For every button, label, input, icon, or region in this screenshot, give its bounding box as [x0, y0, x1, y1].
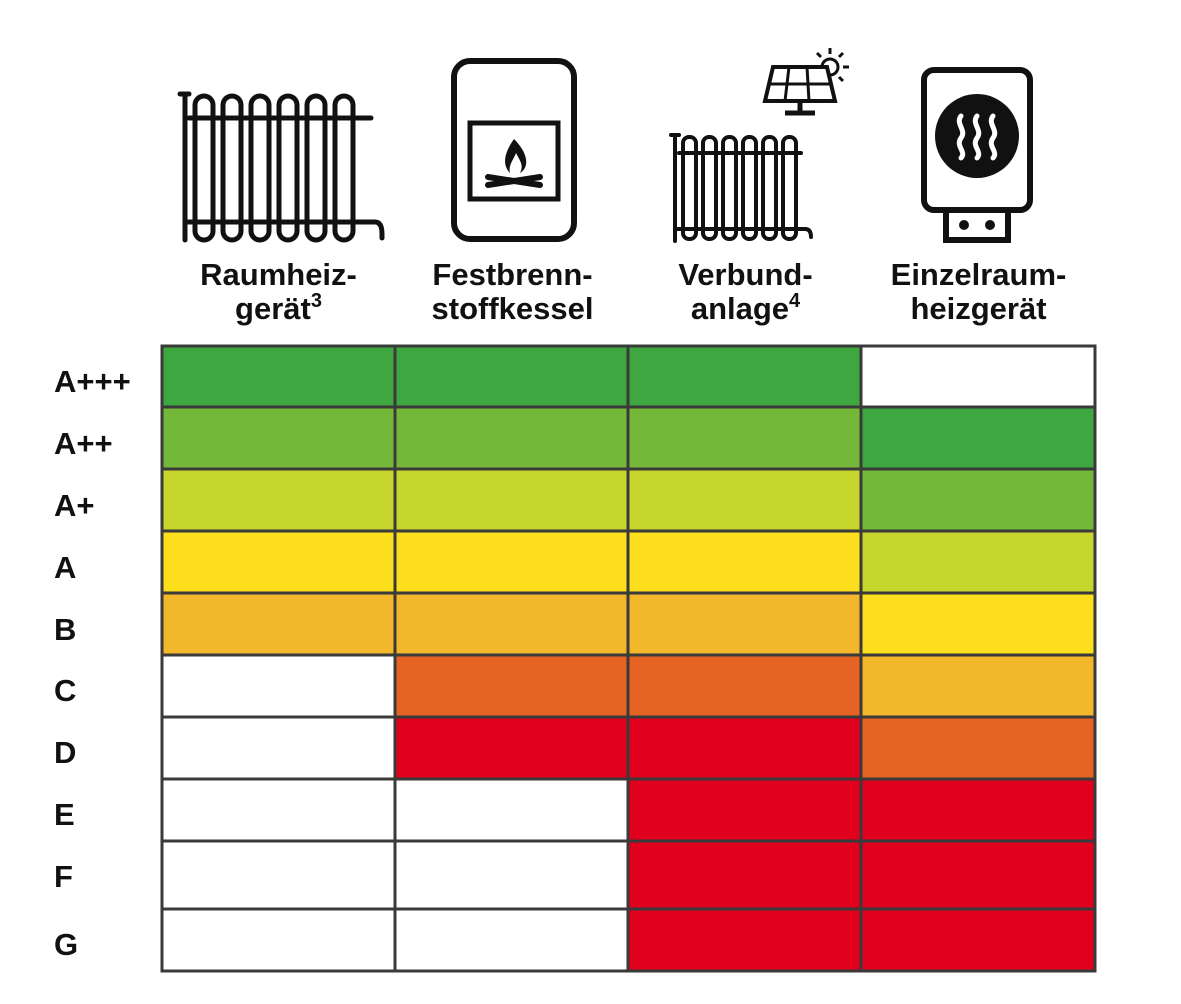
row-label-a-plus-3: A+++: [54, 364, 131, 399]
grid-cell-F-col1: [160, 839, 397, 911]
row-label-e: E: [54, 797, 75, 832]
column-header-line2: heizgerät: [910, 291, 1047, 326]
column-header-line1: Raumheiz-: [200, 257, 357, 292]
grid-cell-D-col4: [859, 715, 1097, 781]
grid-cell-C-col1: [160, 653, 397, 719]
column-header-line2: stoffkessel: [431, 291, 594, 326]
grid-cell-A+++-col3: [626, 344, 863, 409]
row-label-b: B: [54, 612, 77, 647]
grid-cell-B-col2: [393, 591, 630, 657]
grid-cell-A-col4: [859, 529, 1097, 595]
row-label-a-plus-2: A++: [54, 426, 113, 461]
grid-cell-A++-col3: [626, 405, 863, 471]
grid-cell-D-col3: [626, 715, 863, 781]
grid-cell-B-col1: [160, 591, 397, 657]
grid-cell-A+++-col4: [859, 344, 1097, 409]
row-label-c: C: [54, 673, 77, 708]
grid-cell-E-col1: [160, 777, 397, 843]
grid-cell-E-col2: [393, 777, 630, 843]
grid-cell-A+-col4: [859, 467, 1097, 533]
grid-cell-A+-col2: [393, 467, 630, 533]
row-label-a-plus: A+: [54, 488, 95, 523]
row-label-f: F: [54, 859, 73, 894]
column-header-verbundanlage: Verbund- anlage4: [629, 258, 862, 326]
column-header-line1: Verbund-: [678, 257, 813, 292]
footnote-marker: 4: [789, 290, 801, 312]
grid-cell-A++-col1: [160, 405, 397, 471]
grid-cell-E-col4: [859, 777, 1097, 843]
grid-cell-A+-col1: [160, 467, 397, 533]
grid-cell-A-col3: [626, 529, 863, 595]
row-label-a: A: [54, 550, 77, 585]
grid-cell-A++-col4: [859, 405, 1097, 471]
column-header-line2: gerät3: [235, 290, 322, 326]
grid-cell-A+++-col1: [160, 344, 397, 409]
grid-cell-A+-col3: [626, 467, 863, 533]
grid-cell-G-col4: [859, 907, 1097, 973]
grid-cell-G-col3: [626, 907, 863, 973]
column-header-raumheizgeraet: Raumheiz- gerät3: [162, 258, 395, 326]
grid-cell-F-col2: [393, 839, 630, 911]
solar-radiator-icon: [669, 48, 849, 243]
footnote-marker: 3: [310, 290, 322, 312]
grid-cell-A-col1: [160, 529, 397, 595]
grid-cell-G-col2: [393, 907, 630, 973]
grid-cell-A-col2: [393, 529, 630, 595]
row-label-g: G: [54, 927, 79, 962]
column-header-line1: Einzelraum-: [890, 257, 1067, 292]
room-heater-icon: [921, 67, 1033, 243]
grid-cell-F-col3: [626, 839, 863, 911]
grid-cell-D-col1: [160, 715, 397, 781]
grid-cell-B-col3: [626, 591, 863, 657]
grid-cell-B-col4: [859, 591, 1097, 657]
column-header-line2: anlage4: [690, 290, 801, 326]
grid-cell-C-col4: [859, 653, 1097, 719]
column-header-einzelraumheizgeraet: Einzelraum- heizgerät: [862, 258, 1095, 326]
grid-cell-F-col4: [859, 839, 1097, 911]
column-header-line1: Festbrenn-: [432, 257, 593, 292]
grid-cell-C-col3: [626, 653, 863, 719]
grid-cell-G-col1: [160, 907, 397, 973]
radiator-icon: [177, 91, 385, 243]
row-label-d: D: [54, 735, 77, 770]
solid-fuel-boiler-icon: [451, 58, 577, 242]
grid-cell-D-col2: [393, 715, 630, 781]
grid-cell-E-col3: [626, 777, 863, 843]
column-header-festbrennstoffkessel: Festbrenn- stoffkessel: [396, 258, 629, 326]
grid-cell-A++-col2: [393, 405, 630, 471]
grid-cell-C-col2: [393, 653, 630, 719]
grid-cell-A+++-col2: [393, 344, 630, 409]
